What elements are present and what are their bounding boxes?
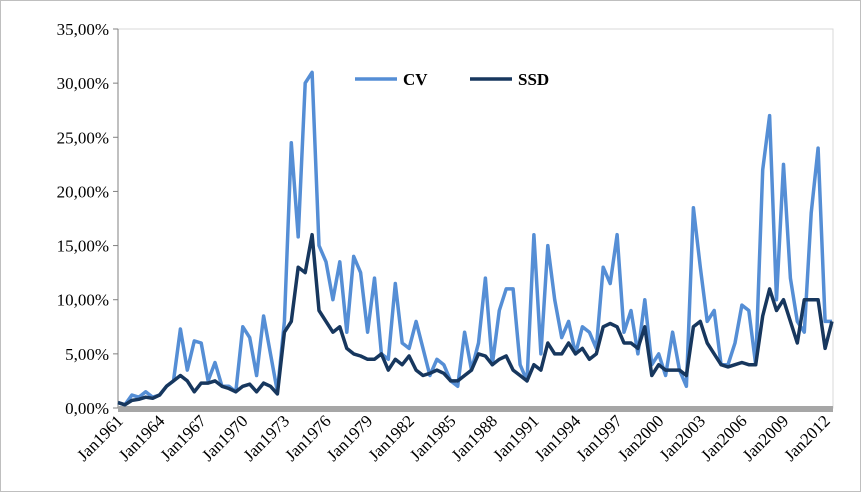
y-tick-label: 0,00%	[65, 399, 109, 418]
y-tick-label: 20,00%	[57, 182, 109, 201]
x-axis	[118, 406, 833, 412]
y-tick-label: 25,00%	[57, 128, 109, 147]
series-line	[117, 232, 834, 407]
y-tick-label: 30,00%	[57, 74, 109, 93]
y-tick-label: 10,00%	[57, 291, 109, 310]
y-tick-label: 5,00%	[65, 345, 109, 364]
y-tick-label: 35,00%	[57, 20, 109, 39]
legend-text: SSD	[518, 70, 549, 89]
legend-text: CV	[403, 70, 428, 89]
y-tick-label: 15,00%	[57, 237, 109, 256]
series-line	[117, 70, 832, 407]
